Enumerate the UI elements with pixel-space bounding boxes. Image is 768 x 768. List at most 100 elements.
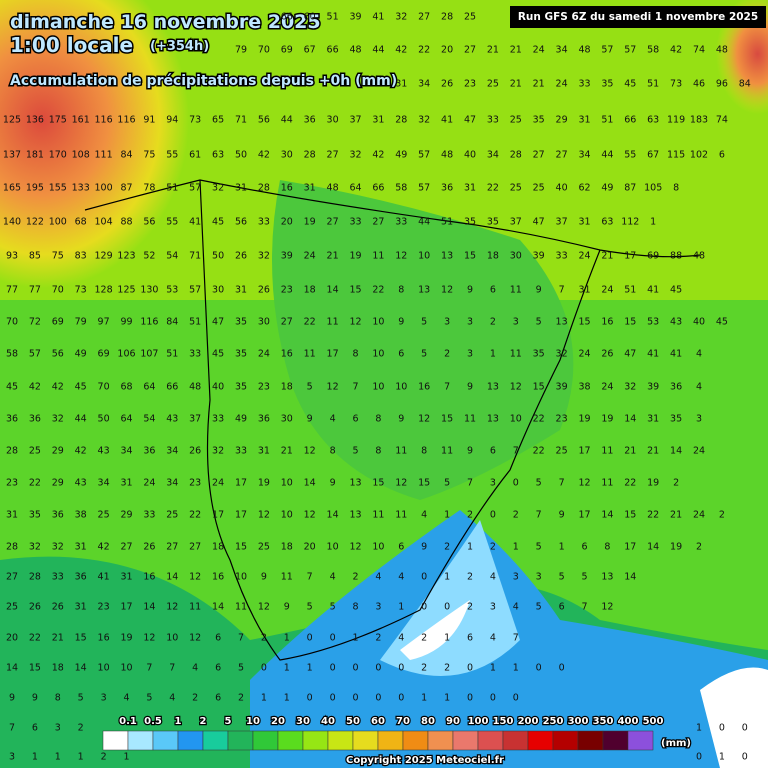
grid-value: 22 [647,510,659,521]
legend-swatch [177,730,204,751]
grid-value: 1 [444,633,450,644]
grid-value: 19 [601,414,613,425]
grid-value: 3 [444,317,450,328]
grid-value: 7 [467,478,473,489]
grid-value: 35 [235,349,247,360]
grid-value: 170 [49,150,67,161]
grid-value: 74 [716,115,728,126]
grid-value: 9 [398,317,404,328]
grid-value: 7 [307,572,313,583]
legend-label: 250 [543,716,564,727]
grid-value: 5 [444,478,450,489]
grid-value: 12 [143,633,155,644]
grid-value: 21 [647,446,659,457]
grid-value: 65 [212,115,224,126]
grid-value: 66 [624,115,636,126]
grid-value: 32 [212,446,224,457]
grid-value: 136 [26,115,44,126]
grid-value: 0 [719,723,725,734]
grid-value: 29 [556,115,568,126]
grid-value: 31 [304,183,316,194]
grid-value: 97 [98,317,110,328]
grid-value: 51 [601,115,613,126]
grid-value: 70 [258,45,270,56]
grid-value: 15 [75,633,87,644]
legend-label: 2 [200,716,207,727]
grid-value: 14 [624,572,636,583]
grid-value: 32 [395,12,407,23]
grid-value: 0 [490,693,496,704]
grid-value: 112 [621,217,639,228]
grid-value: 140 [3,217,21,228]
grid-value: 9 [330,478,336,489]
grid-value: 66 [166,382,178,393]
grid-value: 36 [441,183,453,194]
grid-value: 9 [536,285,542,296]
grid-value: 21 [52,633,64,644]
grid-value: 68 [120,382,132,393]
grid-value: 32 [29,542,41,553]
region [380,520,520,676]
grid-value: 43 [98,446,110,457]
grid-value: 6 [32,723,38,734]
grid-value: 16 [601,317,613,328]
grid-value: 14 [624,414,636,425]
legend-label: 60 [371,716,385,727]
grid-value: 15 [464,251,476,262]
grid-value: 6 [215,633,221,644]
grid-value: 41 [647,285,659,296]
grid-value: 11 [281,572,293,583]
grid-value: 6 [490,446,496,457]
grid-value: 3 [536,572,542,583]
grid-value: 2 [444,349,450,360]
grid-value: 3 [101,693,107,704]
grid-value: 21 [281,446,293,457]
grid-value: 175 [49,115,67,126]
grid-value: 12 [327,382,339,393]
grid-value: 41 [441,115,453,126]
grid-value: 2 [78,723,84,734]
grid-value: 5 [421,349,427,360]
grid-value: 11 [441,446,453,457]
grid-value: 56 [143,217,155,228]
grid-value: 26 [601,349,613,360]
grid-value: 13 [556,317,568,328]
grid-value: 10 [510,414,522,425]
grid-value: 3 [55,723,61,734]
grid-value: 11 [395,510,407,521]
grid-value: 32 [556,349,568,360]
grid-value: 12 [395,478,407,489]
grid-value: 25 [98,510,110,521]
grid-value: 36 [304,115,316,126]
grid-value: 10 [372,317,384,328]
grid-value: 50 [212,251,224,262]
grid-value: 11 [327,317,339,328]
grid-value: 116 [117,115,135,126]
grid-value: 23 [281,285,293,296]
grid-value: 7 [581,602,587,613]
legend-label: 150 [493,716,514,727]
grid-value: 4 [330,414,336,425]
grid-value: 51 [624,285,636,296]
grid-value: 32 [258,251,270,262]
grid-value: 69 [52,317,64,328]
grid-value: 6 [467,633,473,644]
grid-value: 13 [441,251,453,262]
grid-value: 1 [307,663,313,674]
grid-value: 0 [421,602,427,613]
grid-value: 4 [490,633,496,644]
grid-value: 94 [166,115,178,126]
grid-value: 18 [487,251,499,262]
grid-value: 88 [670,251,682,262]
grid-value: 2 [696,542,702,553]
grid-value: 31 [75,602,87,613]
grid-value: 17 [578,446,590,457]
grid-value: 35 [235,382,247,393]
grid-value: 28 [395,115,407,126]
grid-value: 48 [716,45,728,56]
grid-value: 111 [95,150,113,161]
region [560,0,768,300]
grid-value: 91 [143,115,155,126]
grid-value: 88 [120,217,132,228]
grid-value: 31 [235,183,247,194]
